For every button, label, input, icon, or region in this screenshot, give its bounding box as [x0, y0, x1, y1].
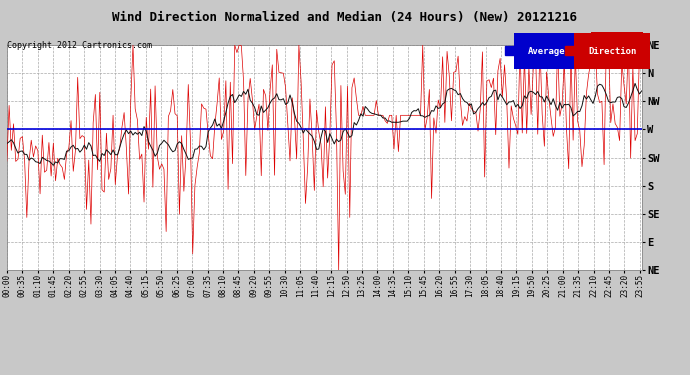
- Text: Direction: Direction: [593, 34, 641, 43]
- Legend: Average, Direction: Average, Direction: [504, 45, 637, 57]
- Text: Average: Average: [601, 34, 638, 43]
- Text: Copyright 2012 Cartronics.com: Copyright 2012 Cartronics.com: [7, 41, 152, 50]
- Text: Wind Direction Normalized and Median (24 Hours) (New) 20121216: Wind Direction Normalized and Median (24…: [112, 11, 578, 24]
